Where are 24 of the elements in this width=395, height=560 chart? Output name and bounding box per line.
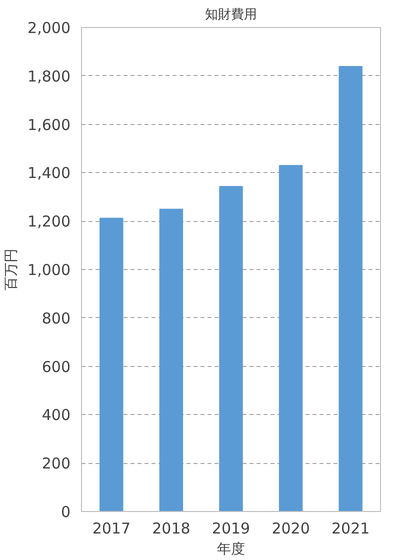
y-tick-label: 600 [42, 358, 71, 376]
y-tick-label: 2,000 [28, 19, 71, 37]
bar [338, 66, 362, 512]
y-tick-label: 1,000 [28, 261, 71, 279]
y-tick-label: 1,400 [28, 164, 71, 182]
x-tick-label: 2021 [332, 520, 370, 538]
y-tick-label: 400 [42, 406, 71, 424]
bar [159, 208, 184, 512]
y-tick-label: 1,800 [28, 67, 71, 86]
x-tick-label: 2018 [152, 520, 190, 538]
y-tick-label: 0 [60, 503, 71, 521]
x-tick-label: 2017 [92, 520, 130, 538]
bar [219, 186, 243, 512]
y-axis-title: 百万円 [4, 248, 20, 290]
x-tick-label: 2020 [272, 520, 310, 538]
y-tick-label: 1,200 [28, 212, 71, 231]
y-tick-label: 1,600 [28, 116, 71, 134]
bar [278, 164, 303, 512]
x-axis-title: 年度 [217, 542, 245, 558]
y-tick-label: 800 [42, 309, 71, 328]
bar [100, 218, 124, 512]
y-tick-label: 200 [42, 454, 71, 473]
x-tick-label: 2019 [212, 520, 250, 538]
chart-title: 知財費用 [205, 8, 257, 22]
